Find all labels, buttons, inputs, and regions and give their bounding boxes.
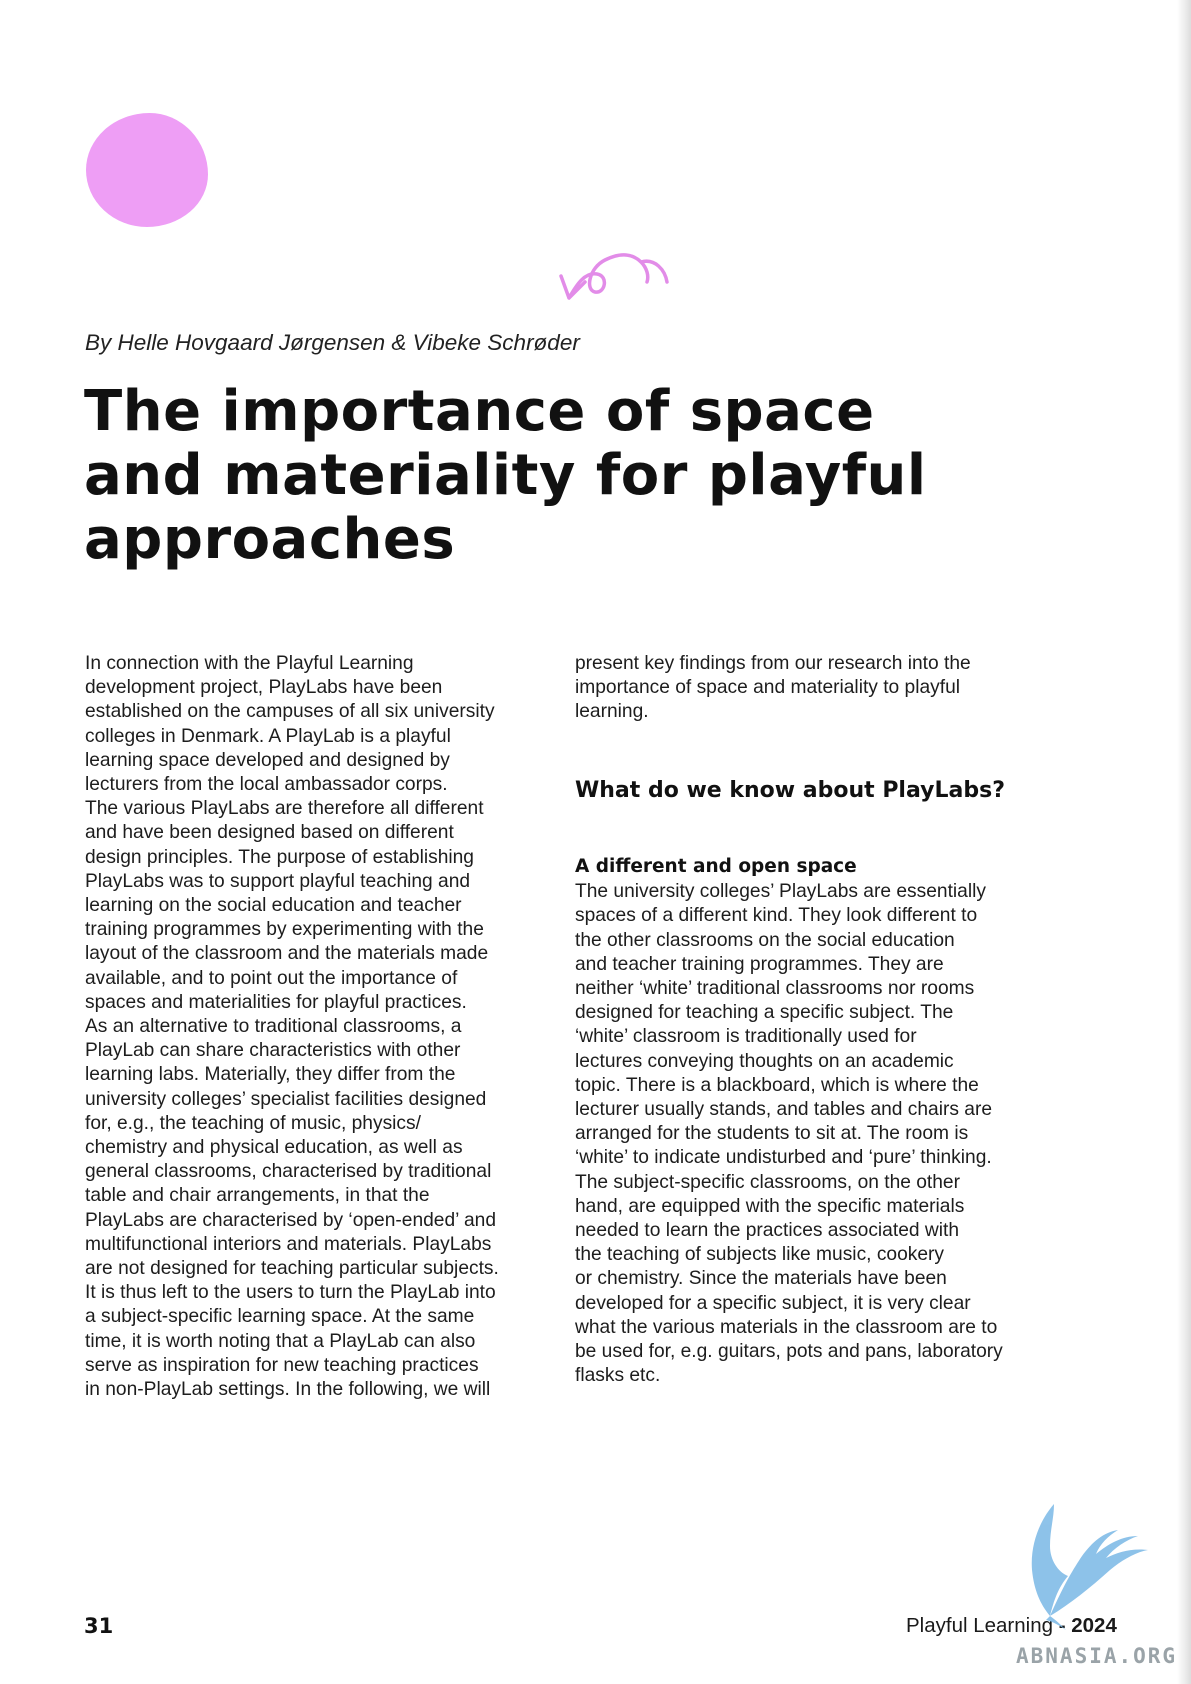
text-line: hand, are equipped with the specific mat… — [575, 1195, 1003, 1219]
watermark-text: ABNASIA.ORG — [1016, 1644, 1177, 1668]
text-line: time, it is worth noting that a PlayLab … — [85, 1330, 499, 1354]
text-line: developed for a specific subject, it is … — [575, 1292, 1003, 1316]
text-line: PlayLab can share characteristics with o… — [85, 1039, 499, 1063]
text-line: The university colleges’ PlayLabs are es… — [575, 880, 1003, 904]
right-column-body: A different and open space The universit… — [575, 855, 1003, 1388]
text-line: arranged for the students to sit at. The… — [575, 1122, 1003, 1146]
text-line: layout of the classroom and the material… — [85, 942, 499, 966]
right-column-paragraph: The university colleges’ PlayLabs are es… — [575, 880, 1003, 1388]
title-line: approaches — [84, 508, 984, 572]
text-line: be used for, e.g. guitars, pots and pans… — [575, 1340, 1003, 1364]
text-line: present key findings from our research i… — [575, 652, 971, 676]
text-line: in non-PlayLab settings. In the followin… — [85, 1378, 499, 1402]
text-line: PlayLabs was to support playful teaching… — [85, 870, 499, 894]
page-edge-shadow — [1177, 0, 1191, 1684]
text-line: The various PlayLabs are therefore all d… — [85, 797, 499, 821]
text-line: In connection with the Playful Learning — [85, 652, 499, 676]
text-line: chemistry and physical education, as wel… — [85, 1136, 499, 1160]
text-line: lecturer usually stands, and tables and … — [575, 1098, 1003, 1122]
text-line: university colleges’ specialist faciliti… — [85, 1088, 499, 1112]
text-line: lectures conveying thoughts on an academ… — [575, 1050, 1003, 1074]
text-line: or chemistry. Since the materials have b… — [575, 1267, 1003, 1291]
text-line: flasks etc. — [575, 1364, 1003, 1388]
right-column-intro: present key findings from our research i… — [575, 652, 971, 725]
bird-logo-icon — [1010, 1500, 1150, 1630]
text-line: It is thus left to the users to turn the… — [85, 1281, 499, 1305]
pink-circle-decoration — [86, 113, 208, 227]
subheading: A different and open space — [575, 855, 1003, 879]
article-title: The importance of space and materiality … — [84, 380, 984, 572]
text-line: neither ‘white’ traditional classrooms n… — [575, 977, 1003, 1001]
text-line: available, and to point out the importan… — [85, 967, 499, 991]
text-line: a subject-specific learning space. At th… — [85, 1305, 499, 1329]
text-line: general classrooms, characterised by tra… — [85, 1160, 499, 1184]
text-line: design principles. The purpose of establ… — [85, 846, 499, 870]
text-line: and teacher training programmes. They ar… — [575, 953, 1003, 977]
text-line: multifunctional interiors and materials.… — [85, 1233, 499, 1257]
text-line: learning. — [575, 700, 971, 724]
text-line: The subject-specific classrooms, on the … — [575, 1171, 1003, 1195]
text-line: training programmes by experimenting wit… — [85, 918, 499, 942]
text-line: the teaching of subjects like music, coo… — [575, 1243, 1003, 1267]
text-line: PlayLabs are characterised by ‘open-ende… — [85, 1209, 499, 1233]
page-number: 31 — [84, 1614, 113, 1638]
text-line: ‘white’ to indicate undisturbed and ‘pur… — [575, 1146, 1003, 1170]
text-line: spaces and materialities for playful pra… — [85, 991, 499, 1015]
text-line: importance of space and materiality to p… — [575, 676, 971, 700]
text-line: lecturers from the local ambassador corp… — [85, 773, 499, 797]
text-line: for, e.g., the teaching of music, physic… — [85, 1112, 499, 1136]
text-line: serve as inspiration for new teaching pr… — [85, 1354, 499, 1378]
text-line: learning on the social education and tea… — [85, 894, 499, 918]
text-line: As an alternative to traditional classro… — [85, 1015, 499, 1039]
section-heading: What do we know about PlayLabs? — [575, 778, 1005, 803]
text-line: are not designed for teaching particular… — [85, 1257, 499, 1281]
byline: By Helle Hovgaard Jørgensen & Vibeke Sch… — [85, 330, 580, 356]
text-line: spaces of a different kind. They look di… — [575, 904, 1003, 928]
text-line: the other classrooms on the social educa… — [575, 929, 1003, 953]
title-line: and materiality for playful — [84, 444, 984, 508]
title-line: The importance of space — [84, 380, 984, 444]
text-line: what the various materials in the classr… — [575, 1316, 1003, 1340]
text-line: ‘white’ classroom is traditionally used … — [575, 1025, 1003, 1049]
left-column-text: In connection with the Playful Learning d… — [85, 652, 499, 1402]
text-line: table and chair arrangements, in that th… — [85, 1184, 499, 1208]
hand-drawn-arrow-icon — [555, 248, 675, 312]
text-line: established on the campuses of all six u… — [85, 700, 499, 724]
text-line: learning labs. Materially, they differ f… — [85, 1063, 499, 1087]
text-line: learning space developed and designed by — [85, 749, 499, 773]
text-line: colleges in Denmark. A PlayLab is a play… — [85, 725, 499, 749]
text-line: needed to learn the practices associated… — [575, 1219, 1003, 1243]
text-line: topic. There is a blackboard, which is w… — [575, 1074, 1003, 1098]
text-line: development project, PlayLabs have been — [85, 676, 499, 700]
text-line: and have been designed based on differen… — [85, 821, 499, 845]
text-line: designed for teaching a specific subject… — [575, 1001, 1003, 1025]
